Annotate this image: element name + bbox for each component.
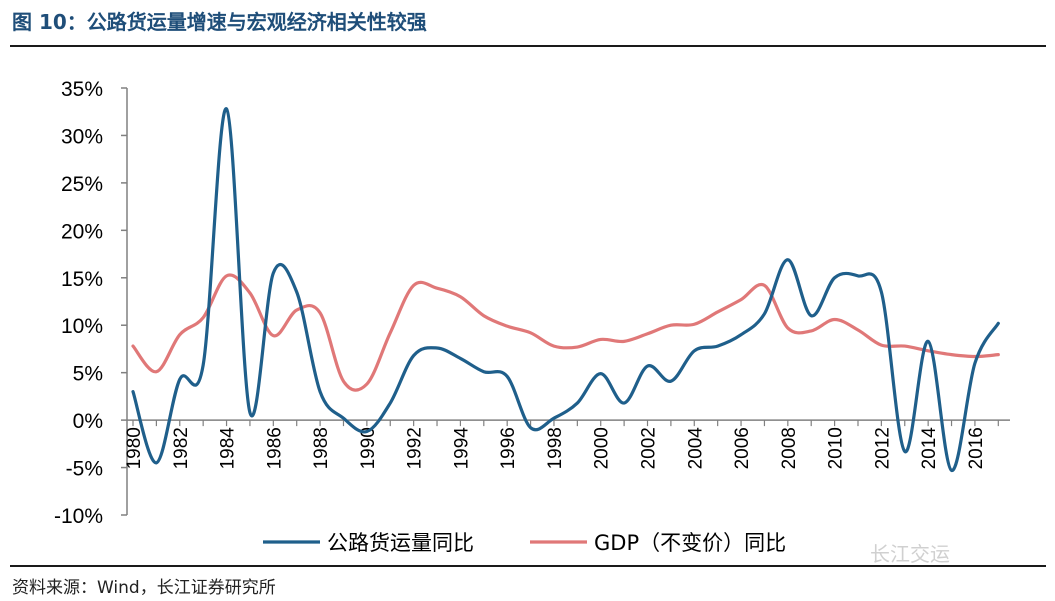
- y-axis: -10% -5% 0% 5% 10% 15% 20% 25% 30% 35%: [54, 78, 128, 528]
- y-tick-label: 15%: [61, 268, 103, 291]
- x-tick-label: 2004: [685, 427, 706, 470]
- x-tick-label: 2010: [826, 427, 847, 469]
- series-lines: [131, 107, 1000, 473]
- x-tick-label: 2016: [966, 427, 987, 469]
- figure-title: 图 10：公路货运量增速与宏观经济相关性较强: [12, 10, 427, 34]
- legend-label: GDP（不变价）同比: [594, 531, 786, 555]
- y-tick-label: 5%: [73, 363, 103, 386]
- x-tick-label: 1994: [451, 427, 472, 470]
- x-tick-label: 1982: [171, 427, 192, 469]
- x-tick-label: 1998: [545, 427, 566, 469]
- y-tick-label: 30%: [61, 125, 103, 148]
- y-tick-label: 35%: [61, 78, 103, 101]
- x-tick-label: 1992: [405, 427, 426, 469]
- bottom-rule: [10, 565, 1046, 567]
- y-tick-label: 10%: [61, 315, 103, 338]
- y-tick-label: 20%: [61, 220, 103, 243]
- x-tick-label: 1988: [311, 427, 332, 469]
- y-tick-label: -5%: [66, 458, 103, 481]
- y-tick-label: 25%: [61, 173, 103, 196]
- legend-label: 公路货运量同比: [327, 531, 474, 555]
- x-tick-label: 2014: [919, 427, 940, 470]
- x-tick-label: 1984: [218, 427, 239, 470]
- x-tick-label: 1986: [264, 427, 285, 469]
- x-tick-label: 1980: [124, 427, 145, 469]
- x-tick-label: 2012: [872, 427, 893, 469]
- x-tick-label: 2000: [592, 427, 613, 469]
- series-line-freight: [131, 107, 1000, 473]
- source-note: 资料来源：Wind，长江证券研究所: [12, 578, 276, 598]
- y-tick-label: 0%: [73, 410, 103, 433]
- x-tick-label: 2008: [779, 427, 800, 469]
- top-rule: [10, 45, 1046, 47]
- series-line-gdp: [131, 273, 1000, 392]
- x-tick-label: 2002: [639, 427, 660, 469]
- legend: 公路货运量同比 GDP（不变价）同比: [263, 531, 786, 555]
- x-tick-label: 1990: [358, 427, 379, 469]
- x-tick-label: 2006: [732, 427, 753, 469]
- y-tick-label: -10%: [54, 505, 103, 528]
- x-tick-label: 1996: [498, 427, 519, 469]
- x-axis: 1980 1982 1984 1986 1988 1990 1992 1994 1996 1998…: [124, 419, 1010, 470]
- watermark: 长江交运: [870, 542, 950, 566]
